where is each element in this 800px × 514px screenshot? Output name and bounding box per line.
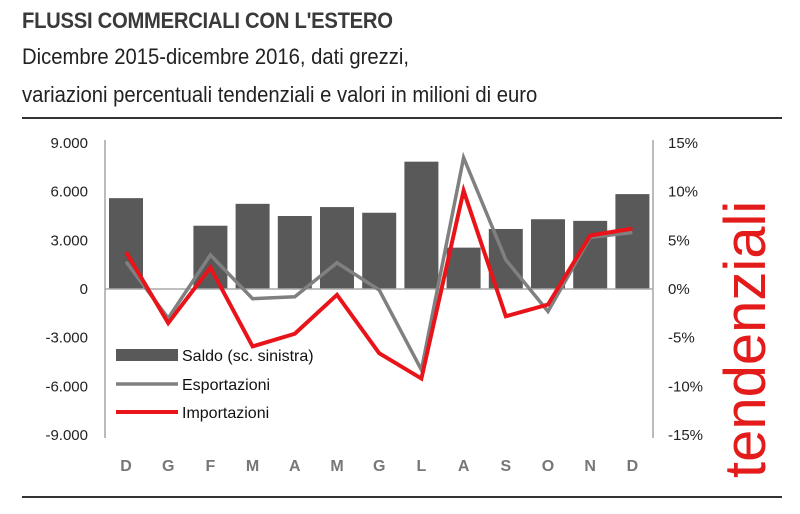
category-label: O xyxy=(542,458,554,475)
category-label: D xyxy=(120,458,132,475)
bar-saldo xyxy=(615,194,650,289)
chart-subtitle-line2: variazioni percentuali tendenziali e val… xyxy=(22,82,538,107)
bar-saldo xyxy=(277,216,312,289)
right-tick-label: 0% xyxy=(668,281,690,298)
bar-saldo xyxy=(531,219,565,289)
left-tick-label: -3.000 xyxy=(45,330,88,347)
right-tick-label: 15% xyxy=(668,135,698,152)
bar-saldo xyxy=(404,161,439,289)
right-tick-label: -10% xyxy=(668,378,703,395)
legend-swatch-saldo xyxy=(116,349,178,361)
right-tick-label: 5% xyxy=(668,232,690,249)
left-tick-label: 9.000 xyxy=(50,135,88,152)
left-tick-label: 3.000 xyxy=(50,232,88,249)
category-label: N xyxy=(584,458,596,475)
chart-subtitle-line1: Dicembre 2015-dicembre 2016, dati grezzi… xyxy=(22,44,410,69)
left-tick-label: 0 xyxy=(80,281,88,298)
bar-saldo xyxy=(320,207,354,289)
category-label: L xyxy=(417,458,427,475)
left-tick-label: -6.000 xyxy=(45,378,88,395)
chart-title: FLUSSI COMMERCIALI CON L'ESTERO xyxy=(22,8,393,33)
legend-label: Esportazioni xyxy=(182,377,270,394)
bar-saldo xyxy=(362,212,397,289)
bottom-rule xyxy=(22,496,782,498)
right-tick-label: -15% xyxy=(668,427,703,444)
legend-label: Saldo (sc. sinistra) xyxy=(182,348,314,365)
category-label: A xyxy=(458,458,470,475)
right-tick-label: 10% xyxy=(668,184,698,201)
category-label: G xyxy=(373,458,385,475)
top-rule xyxy=(22,117,782,119)
category-label: A xyxy=(289,458,301,475)
bar-saldo xyxy=(446,247,481,289)
category-label: F xyxy=(206,458,216,475)
category-label: G xyxy=(162,458,174,475)
left-tick-label: 6.000 xyxy=(50,184,88,201)
left-tick-label: -9.000 xyxy=(45,427,88,444)
category-label: D xyxy=(627,458,639,475)
category-label: M xyxy=(246,458,259,475)
right-tick-label: -5% xyxy=(668,330,695,347)
bar-saldo xyxy=(235,203,270,289)
legend-label: Importazioni xyxy=(182,405,269,422)
category-label: M xyxy=(330,458,343,475)
category-label: S xyxy=(500,458,511,475)
